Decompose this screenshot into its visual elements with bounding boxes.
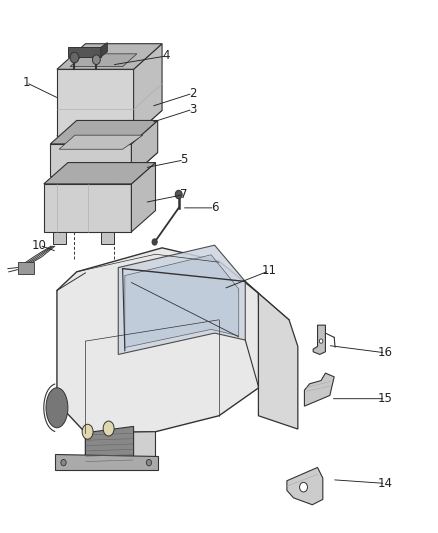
Polygon shape <box>118 245 245 354</box>
Polygon shape <box>125 255 239 348</box>
Circle shape <box>92 55 100 64</box>
Text: 15: 15 <box>378 392 393 405</box>
Polygon shape <box>44 184 131 232</box>
Polygon shape <box>50 152 158 176</box>
Text: 7: 7 <box>180 188 188 201</box>
Circle shape <box>319 339 323 343</box>
Polygon shape <box>50 120 158 144</box>
Polygon shape <box>85 426 134 465</box>
Circle shape <box>70 52 79 63</box>
Text: 2: 2 <box>189 87 197 100</box>
Polygon shape <box>57 248 261 433</box>
Text: 11: 11 <box>262 264 277 277</box>
Polygon shape <box>313 325 325 354</box>
Polygon shape <box>258 293 298 429</box>
Circle shape <box>300 482 307 492</box>
Text: 14: 14 <box>378 477 393 490</box>
Circle shape <box>146 459 152 466</box>
Polygon shape <box>55 454 158 470</box>
Text: 6: 6 <box>211 201 219 214</box>
Polygon shape <box>44 163 155 184</box>
Polygon shape <box>68 47 101 57</box>
Polygon shape <box>57 44 162 69</box>
Text: 4: 4 <box>162 50 170 62</box>
Polygon shape <box>57 69 134 136</box>
Ellipse shape <box>103 421 114 436</box>
Polygon shape <box>131 120 158 176</box>
Text: 10: 10 <box>32 239 47 252</box>
Text: 1: 1 <box>22 76 30 89</box>
Text: 16: 16 <box>378 346 393 359</box>
Polygon shape <box>101 43 107 57</box>
Polygon shape <box>50 144 131 176</box>
Polygon shape <box>59 135 143 149</box>
Polygon shape <box>304 373 334 406</box>
Polygon shape <box>287 467 323 505</box>
Bar <box>18 262 34 274</box>
Ellipse shape <box>46 388 68 427</box>
Circle shape <box>152 239 157 245</box>
Polygon shape <box>101 232 114 244</box>
Circle shape <box>61 459 66 466</box>
Polygon shape <box>85 432 155 465</box>
Polygon shape <box>70 54 137 67</box>
Polygon shape <box>134 44 162 136</box>
Circle shape <box>175 190 182 199</box>
Text: 5: 5 <box>180 154 187 166</box>
Ellipse shape <box>82 424 93 439</box>
Polygon shape <box>57 110 162 136</box>
Text: 3: 3 <box>189 103 196 116</box>
Polygon shape <box>131 163 155 232</box>
Polygon shape <box>53 232 66 244</box>
